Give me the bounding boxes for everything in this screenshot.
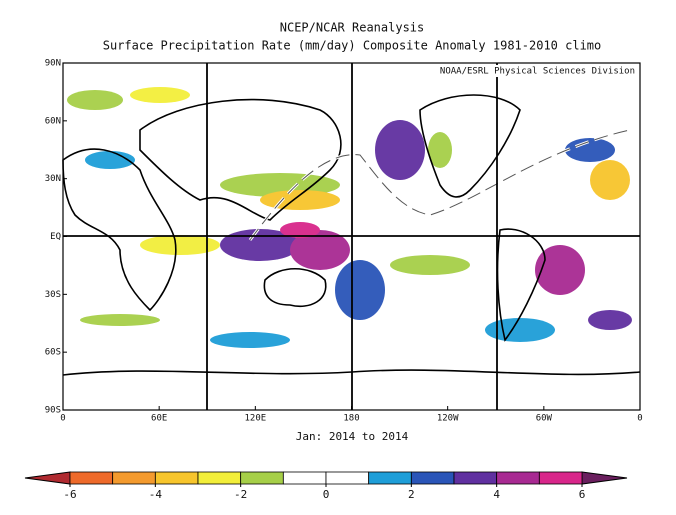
anomaly-patch <box>85 151 135 169</box>
anomaly-patch <box>290 230 350 270</box>
anomaly-patch <box>428 132 452 168</box>
anomaly-patch <box>140 235 220 255</box>
anomaly-patch <box>565 138 615 162</box>
anomaly-patch <box>220 229 300 261</box>
anomaly-patch <box>390 255 470 275</box>
colorbar-segment <box>453 471 498 485</box>
colorbar-segment <box>154 471 199 485</box>
lat-label: 60S <box>45 348 61 358</box>
africa-europe <box>62 148 177 312</box>
anomaly-patch <box>67 90 123 110</box>
colorbar-segment <box>197 471 242 485</box>
asia <box>139 98 342 221</box>
colorbar-segment <box>538 471 583 485</box>
lon-label: 60E <box>151 414 167 424</box>
map: NOAA/ESRL Physical Sciences Division <box>62 62 641 411</box>
lon-label: 120E <box>244 414 266 424</box>
lon-label: 180 <box>343 414 359 424</box>
colorbar-over <box>581 471 628 485</box>
australia <box>263 268 327 307</box>
grid <box>63 63 640 410</box>
colorbar-segment <box>496 471 540 485</box>
title: NCEP/NCAR Reanalysis <box>280 21 425 35</box>
colorbar-segment <box>410 471 455 485</box>
colorbar-tick-label: 6 <box>579 488 586 501</box>
anomaly-patch <box>210 332 290 348</box>
anomaly-patch <box>335 260 385 320</box>
credit: NOAA/ESRL Physical Sciences Division <box>440 67 635 77</box>
colorbar-segment <box>112 471 156 485</box>
lat-label: 90S <box>45 406 61 416</box>
colorbar: -6 -4 -2 0 2 4 6 <box>24 471 628 501</box>
colorbar-segment <box>69 471 114 485</box>
colorbar-tick-label: 4 <box>493 488 500 501</box>
colorbar-segment <box>368 471 412 485</box>
anomaly-patch <box>485 318 555 342</box>
lon-label: 120W <box>437 414 459 424</box>
lat-label: 30S <box>45 290 61 300</box>
anomaly-patch <box>280 222 320 238</box>
anomaly-patch <box>590 160 630 200</box>
colorbar-segment <box>240 471 284 485</box>
dashed-track-outline <box>249 129 631 241</box>
north-america <box>419 94 521 198</box>
colorbar-segment <box>282 471 327 485</box>
colorbar-tick-label: -2 <box>234 488 247 501</box>
anomaly-patches <box>67 87 632 348</box>
colorbar-under <box>24 471 71 485</box>
anomaly-patch <box>588 310 632 330</box>
colorbar-segment <box>325 471 370 485</box>
anomaly-patch <box>80 314 160 326</box>
anomaly-patch <box>260 190 340 210</box>
lon-label: 60W <box>536 414 553 424</box>
lat-label: 30N <box>45 174 61 184</box>
credit-box <box>425 65 638 77</box>
anomaly-patch <box>535 245 585 295</box>
colorbar-tick-label: 0 <box>323 488 330 501</box>
subtitle: Surface Precipitation Rate (mm/day) Comp… <box>103 39 602 53</box>
colorbar-tick-label: -6 <box>63 488 76 501</box>
lat-label: EQ <box>50 232 61 242</box>
lon-label: 0 <box>637 414 642 424</box>
colorbar-tick-label: 2 <box>408 488 415 501</box>
x-label: Jan: 2014 to 2014 <box>296 430 409 443</box>
anomaly-patch <box>375 120 425 180</box>
colorbar-tick-label: -4 <box>149 488 163 501</box>
lon-label: 0 <box>60 414 65 424</box>
anomaly-patch <box>130 87 190 103</box>
lat-label: 90N <box>45 59 61 69</box>
lat-label: 60N <box>45 116 61 126</box>
